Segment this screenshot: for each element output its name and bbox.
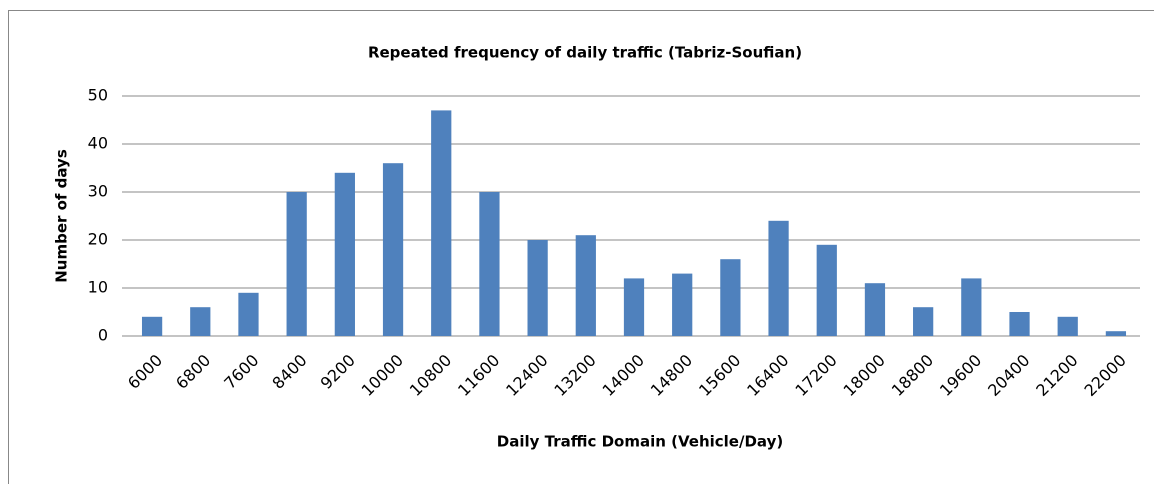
x-tick-label: 6800 (172, 351, 214, 393)
x-tick-label: 22000 (1080, 351, 1129, 400)
y-tick-label: 50 (88, 86, 108, 105)
x-tick-label: 10000 (358, 351, 407, 400)
y-tick-label: 40 (88, 134, 108, 153)
x-tick-label: 17200 (791, 351, 840, 400)
x-tick-label: 16400 (743, 351, 792, 400)
bar (527, 240, 548, 336)
x-tick-label: 6000 (124, 351, 166, 393)
bar (864, 283, 886, 336)
x-tick-label: 20400 (984, 351, 1033, 400)
bar (623, 278, 645, 336)
x-tick-label: 14800 (647, 351, 696, 400)
bar (672, 273, 693, 336)
x-tick-label: 21200 (1032, 351, 1081, 400)
bar (479, 192, 500, 336)
bar (334, 172, 355, 336)
chart-frame (8, 10, 1154, 484)
y-axis-label: Number of days (53, 149, 71, 283)
y-tick-label: 0 (98, 326, 108, 345)
bar (768, 220, 789, 336)
bar (431, 110, 452, 337)
x-tick-label: 15600 (695, 351, 744, 400)
x-axis-label: Daily Traffic Domain (Vehicle/Day) (497, 433, 783, 451)
bar (238, 292, 259, 336)
bar (575, 235, 596, 336)
x-tick-label: 18800 (888, 351, 937, 400)
bar (382, 163, 404, 336)
chart-title: Repeated frequency of daily traffic (Tab… (368, 44, 802, 62)
x-tick-label: 12400 (502, 351, 551, 400)
x-tick-label: 13200 (550, 351, 599, 400)
bar (720, 259, 741, 336)
y-tick-label: 30 (88, 182, 108, 201)
x-tick-label: 19600 (936, 351, 985, 400)
y-tick-label: 10 (88, 278, 108, 297)
bar (816, 244, 837, 336)
x-tick-label: 11600 (454, 351, 503, 400)
y-tick-label: 20 (88, 230, 108, 249)
bar (913, 307, 934, 336)
bar (1057, 316, 1078, 336)
x-tick-label: 14000 (599, 351, 648, 400)
bar (286, 192, 307, 336)
x-tick-label: 7600 (220, 351, 262, 393)
x-tick-label: 9200 (317, 351, 359, 393)
bar (190, 307, 211, 336)
bar (1105, 331, 1127, 336)
x-tick-label: 18000 (840, 351, 889, 400)
bar (141, 316, 163, 336)
bar (1009, 312, 1030, 336)
x-tick-label: 10800 (406, 351, 455, 400)
bar (961, 278, 982, 336)
x-tick-label: 8400 (268, 351, 310, 393)
